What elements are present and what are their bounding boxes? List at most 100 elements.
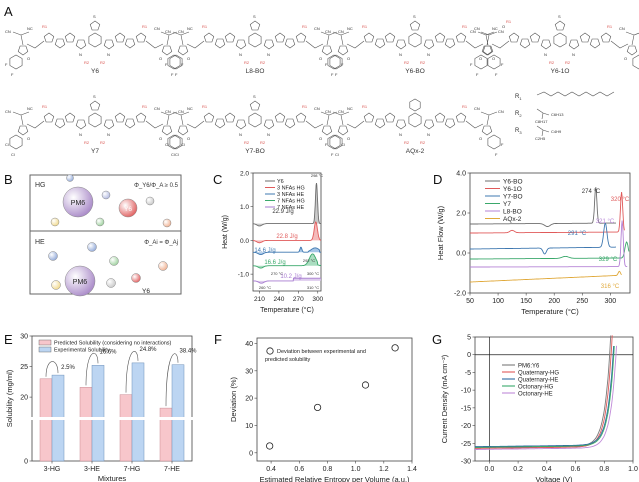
series-fill-7-nfas-he — [253, 278, 321, 284]
x-tick-label: 100 — [492, 298, 504, 305]
y-tick-label: -10 — [461, 388, 471, 395]
subscript: 2 — [519, 113, 522, 118]
thiophene-ring — [114, 112, 126, 123]
halogen-label: F — [11, 72, 14, 77]
thiophene-ring — [124, 38, 136, 49]
thiophene-ring — [54, 118, 66, 129]
thiophene-ring — [64, 112, 76, 123]
pyrrole-ring — [235, 39, 247, 50]
sulfur-label: S — [558, 14, 561, 19]
x-tick-label: 0.4 — [266, 466, 276, 473]
x-axis-label: Voltage (V) — [535, 475, 573, 482]
plot-frame — [252, 172, 322, 292]
legend-label: Quaternary-HG — [518, 371, 559, 377]
dicyano-bonds — [320, 31, 338, 46]
cyano-label: CN — [325, 109, 331, 114]
dicyano-bonds — [332, 111, 350, 126]
vinyl-bond — [26, 120, 45, 129]
sphere-org — [158, 261, 168, 271]
series-line-y6 — [253, 183, 321, 227]
cyano-label: CN — [165, 109, 171, 114]
legend-label: Y6-1O — [503, 186, 522, 193]
annotation: 298 °C — [311, 173, 323, 178]
legend-label: Y6 — [277, 179, 284, 185]
y-tick-label: 5 — [467, 335, 471, 342]
dicyano-bonds — [625, 31, 639, 46]
y-tick-label: -30 — [461, 459, 471, 466]
vinyl-bond — [186, 120, 205, 129]
vinyl-bond — [145, 40, 164, 49]
y-tick-label: -1.0 — [238, 272, 250, 279]
pm6-label-he: PM6 — [73, 279, 88, 286]
subscript: 1 — [519, 96, 522, 101]
nitrogen-label: N — [267, 132, 270, 137]
legend-label: 7 NFAs HE — [277, 205, 305, 211]
halogen-label: F — [171, 72, 174, 77]
indanone-benzene-ring — [9, 54, 23, 70]
annotation: 10.2 J/g — [280, 274, 301, 280]
r2-label: R2 — [84, 140, 90, 145]
indanone-benzene-ring — [632, 54, 639, 70]
annotation: 320 °C — [611, 197, 630, 203]
y-tick-label: 0 — [24, 459, 28, 466]
jv-curve-octonary-he — [475, 345, 617, 450]
thiophene-ring — [579, 32, 591, 43]
sphere-pm6 — [64, 265, 96, 297]
indanone-benzene-ring — [167, 54, 181, 70]
oxygen-label: O — [319, 56, 322, 61]
series-line-y6-bo — [470, 187, 616, 227]
y-axis-label: Current Density (mA cm⁻²) — [440, 354, 449, 443]
deviation-arrow — [45, 361, 59, 377]
y6-label-he: Y6 — [142, 288, 150, 295]
nitrogen-label: N — [399, 52, 402, 57]
oxygen-label: O — [347, 56, 350, 61]
sphere-y6 — [118, 198, 138, 218]
halogen-label: F — [495, 72, 498, 77]
series-line-y7 — [470, 241, 630, 260]
thiophene-ring — [203, 112, 215, 123]
halogen-label: F — [335, 72, 338, 77]
y-tick-label: 25 — [20, 364, 28, 371]
y-axis-label: Deviation (%) — [229, 376, 238, 422]
halogen-label: F — [325, 142, 328, 147]
sulfur-label: S — [413, 14, 416, 19]
cyano-label: NC — [27, 26, 33, 31]
cyano-label: CN — [474, 26, 480, 31]
halogen-label: Cl — [341, 142, 345, 147]
x-tick-label: 0.4 — [542, 466, 552, 473]
series-line-y6-1o — [470, 191, 625, 234]
legend-label: Y7-BO — [503, 194, 523, 201]
legend-label: Octonary-HG — [518, 385, 554, 391]
y-tick-label: 1.0 — [240, 204, 249, 211]
annotation: 292 °C — [303, 258, 315, 263]
panel-letter-e: E — [4, 332, 13, 347]
cyano-label: NC — [347, 106, 353, 111]
legend-label: Y6-BO — [503, 179, 523, 186]
x-tick-label: 0.8 — [599, 466, 609, 473]
deviation-arrow — [85, 353, 99, 386]
annotation: 22.9 J/g — [272, 209, 293, 215]
oxygen-label: O — [624, 56, 627, 61]
r2-label: R2 — [244, 140, 250, 145]
oxygen-label: O — [187, 136, 190, 141]
legend-label: 3 NFAs HE — [277, 192, 305, 198]
dicyano-bonds — [172, 111, 190, 126]
thiophene-ring — [600, 32, 612, 43]
annotation: 329 °C — [599, 257, 618, 263]
thiophene-ring — [274, 112, 286, 123]
indanone-five-ring — [321, 125, 333, 136]
halogen-label: Cl — [335, 152, 339, 157]
annotation: 22.8 J/g — [276, 234, 297, 240]
y-axis-label: Heat Flow (W/g) — [436, 205, 445, 260]
x-tick-label: 7-HE — [164, 466, 180, 473]
substituent-label-r3: R3 — [515, 128, 522, 135]
legend-label: Predicted Solubility (considering no int… — [54, 341, 172, 347]
y-tick-label: -2.0 — [454, 291, 466, 298]
indanone-benzene-ring — [474, 54, 488, 70]
x-tick-label: 1.0 — [628, 466, 638, 473]
r1-label: R1 — [302, 104, 308, 109]
r1-label: R1 — [42, 24, 48, 29]
